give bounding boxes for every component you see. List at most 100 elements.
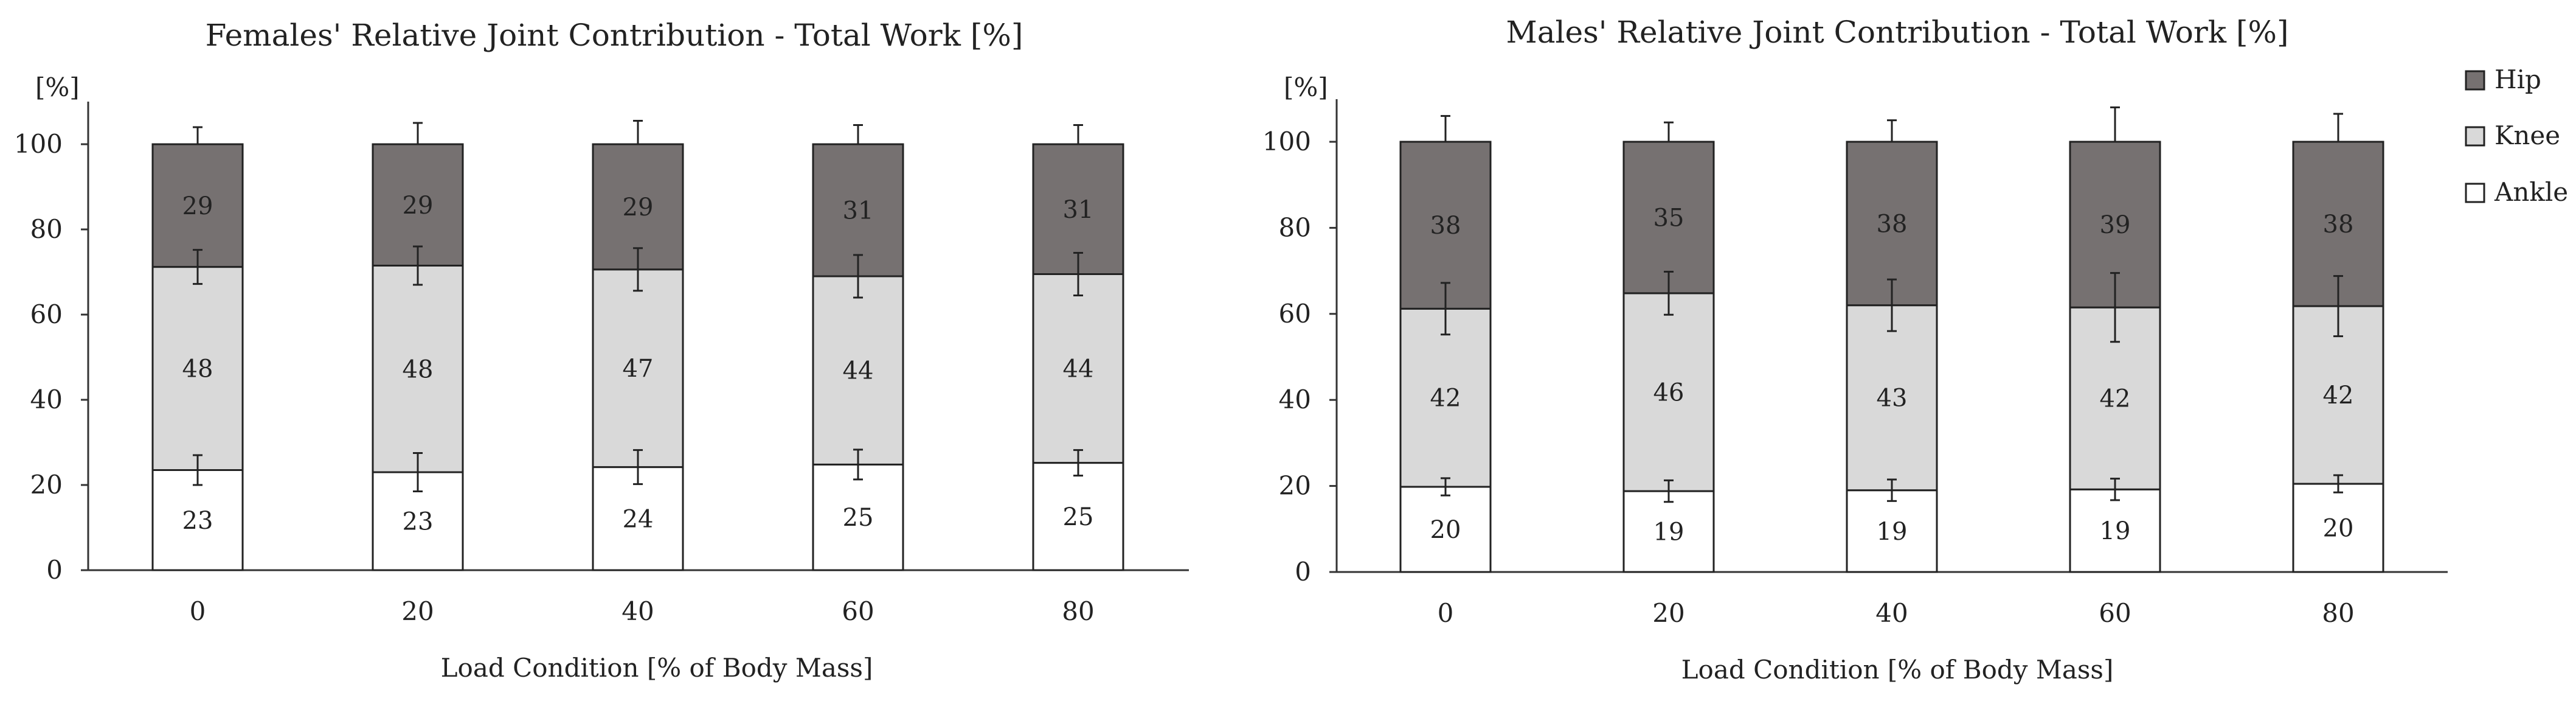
error-bar-ankle-80 bbox=[2333, 474, 2343, 493]
error-bar-hip-80 bbox=[1073, 124, 1083, 144]
error-bar-hip-0 bbox=[1441, 115, 1450, 142]
bar-knee-0 bbox=[151, 266, 244, 471]
data-label-hip: 38 bbox=[1877, 210, 1908, 238]
data-label-knee: 43 bbox=[1877, 385, 1908, 413]
x-tick-label: 80 bbox=[1062, 596, 1094, 626]
error-bar-knee-40 bbox=[633, 247, 643, 292]
data-label-hip: 29 bbox=[623, 194, 654, 221]
error-bar-ankle-60 bbox=[2110, 478, 2120, 501]
error-bar-ankle-60 bbox=[853, 448, 863, 481]
bar-hip-20 bbox=[1622, 141, 1715, 295]
data-label-knee: 47 bbox=[623, 355, 654, 383]
x-axis-label: Load Condition [% of Body Mass] bbox=[441, 653, 873, 683]
y-tick-label: 40 bbox=[1279, 385, 1311, 414]
bar-ankle-0 bbox=[1399, 486, 1492, 573]
error-bar-knee-80 bbox=[2333, 275, 2343, 338]
x-tick-label: 20 bbox=[401, 596, 434, 626]
data-label-hip: 31 bbox=[1063, 196, 1094, 224]
data-label-knee: 48 bbox=[182, 355, 213, 383]
legend-swatch-hip bbox=[2465, 70, 2485, 91]
data-label-hip: 29 bbox=[403, 192, 434, 220]
bar-knee-20 bbox=[372, 265, 464, 473]
data-label-knee: 48 bbox=[403, 355, 434, 383]
data-label-knee: 46 bbox=[1653, 378, 1684, 406]
error-bar-hip-80 bbox=[2333, 113, 2343, 142]
data-label-ankle: 19 bbox=[1877, 518, 1908, 546]
x-tick-label: 40 bbox=[621, 596, 654, 626]
data-label-ankle: 19 bbox=[2100, 517, 2131, 545]
x-tick-label: 0 bbox=[1438, 598, 1454, 628]
error-bar-knee-80 bbox=[1073, 252, 1083, 296]
error-bar-ankle-80 bbox=[1073, 449, 1083, 477]
data-label-hip: 39 bbox=[2100, 211, 2131, 239]
data-label-ankle: 25 bbox=[1063, 503, 1094, 531]
data-label-knee: 42 bbox=[1430, 385, 1461, 413]
data-label-hip: 29 bbox=[182, 192, 213, 220]
y-tick-label: 60 bbox=[1279, 299, 1311, 329]
y-tick-label: 100 bbox=[1262, 127, 1311, 156]
bar-ankle-20 bbox=[1622, 490, 1715, 573]
error-bar-hip-60 bbox=[2110, 106, 2120, 142]
x-tick-label: 60 bbox=[2099, 598, 2131, 628]
data-label-ankle: 23 bbox=[403, 508, 434, 536]
error-bar-ankle-40 bbox=[1887, 478, 1897, 502]
error-bar-hip-40 bbox=[633, 120, 643, 144]
error-bar-knee-40 bbox=[1887, 278, 1897, 332]
data-label-hip: 38 bbox=[1430, 212, 1461, 240]
error-bar-ankle-0 bbox=[1441, 477, 1450, 497]
legend-label-hip: Hip bbox=[2495, 65, 2541, 94]
bar-knee-40 bbox=[1846, 304, 1938, 492]
bar-knee-20 bbox=[1622, 292, 1715, 492]
data-label-knee: 42 bbox=[2100, 385, 2131, 413]
chart-title: Males' Relative Joint Contribution - Tot… bbox=[1506, 15, 2289, 50]
y-axis-label: [%] bbox=[35, 72, 80, 102]
data-label-ankle: 20 bbox=[2323, 515, 2354, 543]
data-label-ankle: 23 bbox=[182, 507, 213, 535]
error-bar-knee-20 bbox=[413, 245, 423, 286]
bar-knee-60 bbox=[812, 275, 904, 466]
error-bar-ankle-20 bbox=[1664, 479, 1674, 503]
error-bar-hip-40 bbox=[1887, 119, 1897, 142]
bar-hip-0 bbox=[151, 143, 244, 268]
data-label-knee: 44 bbox=[843, 357, 874, 385]
y-tick-label: 80 bbox=[30, 214, 63, 244]
error-bar-hip-0 bbox=[193, 126, 203, 144]
error-bar-hip-20 bbox=[1664, 121, 1674, 142]
y-tick-label: 60 bbox=[30, 299, 63, 329]
data-label-hip: 31 bbox=[843, 197, 874, 225]
x-tick-label: 0 bbox=[190, 596, 206, 626]
x-tick-label: 80 bbox=[2322, 598, 2354, 628]
data-label-knee: 44 bbox=[1063, 355, 1094, 383]
y-axis-label: [%] bbox=[1284, 72, 1328, 102]
data-label-ankle: 24 bbox=[623, 505, 654, 533]
y-tick-label: 100 bbox=[14, 129, 63, 159]
data-label-ankle: 20 bbox=[1430, 516, 1461, 544]
legend-swatch-knee bbox=[2465, 126, 2485, 147]
x-axis-label: Load Condition [% of Body Mass] bbox=[1681, 655, 2114, 685]
bar-knee-80 bbox=[1032, 273, 1124, 464]
error-bar-hip-20 bbox=[413, 122, 423, 144]
bar-hip-20 bbox=[372, 143, 464, 267]
error-bar-ankle-0 bbox=[193, 454, 203, 486]
y-tick-label: 0 bbox=[1295, 557, 1311, 587]
data-label-hip: 35 bbox=[1653, 204, 1684, 232]
error-bar-knee-60 bbox=[2110, 272, 2120, 343]
males-chart: Males' Relative Joint Contribution - Tot… bbox=[1262, 15, 2448, 685]
bar-ankle-80 bbox=[2292, 483, 2384, 573]
x-tick-label: 20 bbox=[1652, 598, 1684, 628]
females-chart: Females' Relative Joint Contribution - T… bbox=[14, 18, 1189, 683]
legend: Hip Knee Ankle bbox=[2465, 65, 2568, 207]
y-tick-label: 80 bbox=[1279, 212, 1311, 242]
data-label-ankle: 25 bbox=[843, 504, 874, 532]
x-tick-label: 40 bbox=[1875, 598, 1908, 628]
data-label-ankle: 19 bbox=[1653, 518, 1684, 546]
data-label-hip: 38 bbox=[2323, 211, 2354, 239]
error-bar-ankle-20 bbox=[413, 452, 423, 492]
chart-title: Females' Relative Joint Contribution - T… bbox=[206, 18, 1023, 53]
error-bar-knee-0 bbox=[1441, 282, 1450, 336]
bar-knee-40 bbox=[592, 268, 684, 469]
error-bar-ankle-40 bbox=[633, 449, 643, 486]
x-tick-label: 60 bbox=[842, 596, 874, 626]
y-tick-label: 20 bbox=[1279, 471, 1311, 501]
